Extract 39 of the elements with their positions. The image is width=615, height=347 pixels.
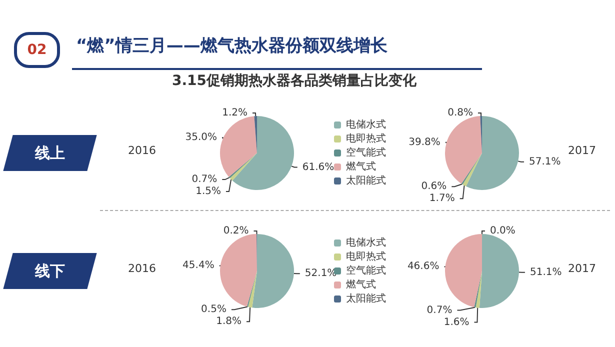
chart-subtitle: 3.15促销期热水器各品类销量占比变化 — [172, 72, 417, 90]
text: 2017 — [568, 262, 596, 275]
data-label: 1.7% — [429, 193, 455, 204]
badge: 02 — [14, 32, 60, 68]
data-label: 52.1% — [304, 268, 337, 280]
legend-label: 燃气式 — [346, 278, 376, 290]
data-label: 1.2% — [222, 108, 248, 119]
data-label: 1.8% — [216, 316, 242, 328]
legend-label: 电储水式 — [346, 236, 386, 248]
text: 线下 — [35, 262, 65, 280]
data-label: 0.5% — [201, 304, 226, 316]
data-label: 45.4% — [182, 260, 214, 272]
text: 2017 — [568, 144, 596, 157]
data-label: 61.6% — [302, 162, 334, 173]
chart-title: “燃”情三月——燃气热水器份额双线增长 — [76, 35, 388, 57]
data-label: 39.8% — [408, 136, 440, 148]
legend-label: 太阳能式 — [346, 292, 386, 304]
data-label: 46.6% — [407, 261, 440, 272]
data-label: 1.6% — [444, 316, 470, 328]
legend-label: 太阳能式 — [346, 174, 386, 186]
legend-label: 空气能式 — [346, 264, 386, 276]
data-label: 0.8% — [448, 108, 473, 119]
data-label: 0.7% — [426, 304, 452, 316]
data-label: 0.7% — [192, 174, 218, 186]
data-label: 0.6% — [421, 181, 447, 192]
legend-label: 空气能式 — [346, 146, 386, 158]
legend-label: 电即热式 — [346, 250, 386, 262]
data-label: 57.1% — [529, 156, 561, 168]
text: 2016 — [128, 262, 156, 275]
text: 线上 — [35, 144, 65, 162]
legend-label: 燃气式 — [346, 160, 376, 172]
data-label: 0.2% — [223, 226, 249, 236]
legend-label: 电即热式 — [346, 132, 386, 144]
data-label: 35.0% — [185, 132, 218, 144]
text: 0.0% — [490, 226, 516, 236]
legend-label: 电储水式 — [346, 118, 386, 130]
text: 2016 — [128, 144, 156, 157]
data-label: 51.1% — [530, 266, 562, 278]
data-label: 1.5% — [196, 186, 221, 198]
